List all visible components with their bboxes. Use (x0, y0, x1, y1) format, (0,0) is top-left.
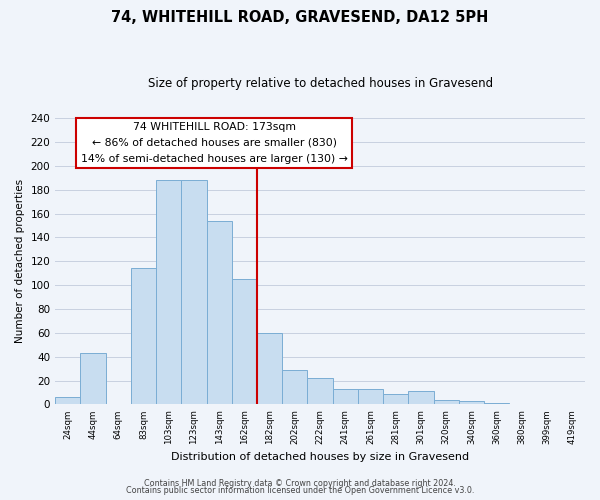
Y-axis label: Number of detached properties: Number of detached properties (15, 179, 25, 344)
Text: Contains HM Land Registry data © Crown copyright and database right 2024.: Contains HM Land Registry data © Crown c… (144, 478, 456, 488)
Bar (206, 220, 232, 404)
Bar (282, 370, 307, 404)
Bar (459, 401, 484, 404)
Bar (156, 180, 181, 404)
Bar (80, 353, 106, 405)
Title: Size of property relative to detached houses in Gravesend: Size of property relative to detached ho… (148, 78, 493, 90)
Bar (383, 394, 409, 404)
Text: 74, WHITEHILL ROAD, GRAVESEND, DA12 5PH: 74, WHITEHILL ROAD, GRAVESEND, DA12 5PH (112, 10, 488, 25)
Bar (484, 403, 509, 404)
Bar (409, 392, 434, 404)
X-axis label: Distribution of detached houses by size in Gravesend: Distribution of detached houses by size … (171, 452, 469, 462)
Bar (257, 333, 282, 404)
Bar (434, 400, 459, 404)
Text: 74 WHITEHILL ROAD: 173sqm
← 86% of detached houses are smaller (830)
14% of semi: 74 WHITEHILL ROAD: 173sqm ← 86% of detac… (80, 122, 347, 164)
Bar (307, 378, 332, 404)
Bar (181, 180, 206, 404)
Bar (332, 389, 358, 404)
Bar (358, 389, 383, 404)
Bar (55, 398, 80, 404)
Text: Contains public sector information licensed under the Open Government Licence v3: Contains public sector information licen… (126, 486, 474, 495)
Bar (232, 279, 257, 404)
Bar (131, 268, 156, 404)
